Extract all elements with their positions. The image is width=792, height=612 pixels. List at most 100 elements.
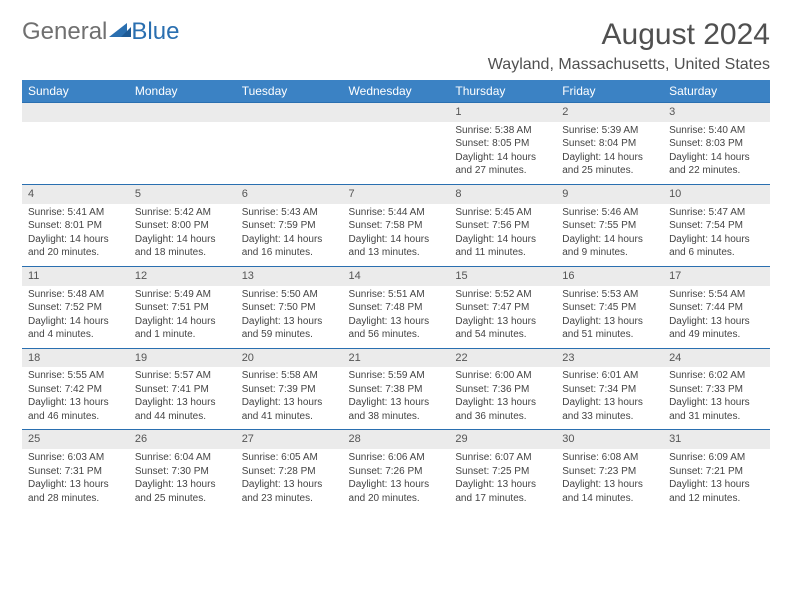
sunset-text: Sunset: 8:05 PM	[455, 137, 550, 151]
sunset-text: Sunset: 8:01 PM	[28, 219, 123, 233]
sunset-text: Sunset: 7:55 PM	[562, 219, 657, 233]
day-number-cell: 2	[556, 103, 663, 122]
daylight-text: Daylight: 14 hours and 18 minutes.	[135, 233, 230, 260]
day-number-cell: 12	[129, 266, 236, 285]
day-info-cell: Sunrise: 6:02 AMSunset: 7:33 PMDaylight:…	[663, 367, 770, 430]
sunrise-text: Sunrise: 6:05 AM	[242, 451, 337, 465]
day-header: Wednesday	[343, 80, 450, 103]
sunset-text: Sunset: 7:48 PM	[349, 301, 444, 315]
day-info-cell: Sunrise: 5:49 AMSunset: 7:51 PMDaylight:…	[129, 286, 236, 349]
day-number-cell: 9	[556, 184, 663, 203]
daynum-row: 18192021222324	[22, 348, 770, 367]
daylight-text: Daylight: 14 hours and 9 minutes.	[562, 233, 657, 260]
day-number-cell: 31	[663, 430, 770, 449]
sunrise-text: Sunrise: 6:03 AM	[28, 451, 123, 465]
sunrise-text: Sunrise: 5:44 AM	[349, 206, 444, 220]
sunset-text: Sunset: 7:51 PM	[135, 301, 230, 315]
sunrise-text: Sunrise: 5:51 AM	[349, 288, 444, 302]
day-info-cell: Sunrise: 5:44 AMSunset: 7:58 PMDaylight:…	[343, 204, 450, 267]
sunset-text: Sunset: 7:23 PM	[562, 465, 657, 479]
sunset-text: Sunset: 7:31 PM	[28, 465, 123, 479]
calendar-table: SundayMondayTuesdayWednesdayThursdayFrid…	[22, 80, 770, 511]
sunrise-text: Sunrise: 5:40 AM	[669, 124, 764, 138]
sunset-text: Sunset: 8:04 PM	[562, 137, 657, 151]
daylight-text: Daylight: 13 hours and 41 minutes.	[242, 396, 337, 423]
day-info-cell: Sunrise: 6:07 AMSunset: 7:25 PMDaylight:…	[449, 449, 556, 511]
day-info-cell: Sunrise: 6:08 AMSunset: 7:23 PMDaylight:…	[556, 449, 663, 511]
sunset-text: Sunset: 7:42 PM	[28, 383, 123, 397]
sunset-text: Sunset: 7:58 PM	[349, 219, 444, 233]
day-number-cell: 16	[556, 266, 663, 285]
day-number-cell: 13	[236, 266, 343, 285]
day-info-cell: Sunrise: 6:06 AMSunset: 7:26 PMDaylight:…	[343, 449, 450, 511]
sunset-text: Sunset: 7:33 PM	[669, 383, 764, 397]
day-info-cell: Sunrise: 6:04 AMSunset: 7:30 PMDaylight:…	[129, 449, 236, 511]
day-number-cell: 10	[663, 184, 770, 203]
calendar-body: 1 23 Sunrise: 5:38 AMSunset: 8:05 PMDaylig…	[22, 103, 770, 512]
sunrise-text: Sunrise: 5:43 AM	[242, 206, 337, 220]
daylight-text: Daylight: 13 hours and 51 minutes.	[562, 315, 657, 342]
day-number-cell: 1	[449, 103, 556, 122]
day-info-cell	[22, 122, 129, 185]
sunrise-text: Sunrise: 6:04 AM	[135, 451, 230, 465]
sunset-text: Sunset: 7:36 PM	[455, 383, 550, 397]
daylight-text: Daylight: 14 hours and 25 minutes.	[562, 151, 657, 178]
day-info-cell: Sunrise: 5:45 AMSunset: 7:56 PMDaylight:…	[449, 204, 556, 267]
day-info-cell: Sunrise: 5:43 AMSunset: 7:59 PMDaylight:…	[236, 204, 343, 267]
day-number-cell: 15	[449, 266, 556, 285]
day-info-cell: Sunrise: 5:40 AMSunset: 8:03 PMDaylight:…	[663, 122, 770, 185]
sunset-text: Sunset: 7:44 PM	[669, 301, 764, 315]
sunrise-text: Sunrise: 6:02 AM	[669, 369, 764, 383]
info-row: Sunrise: 5:38 AMSunset: 8:05 PMDaylight:…	[22, 122, 770, 185]
day-header: Tuesday	[236, 80, 343, 103]
sunset-text: Sunset: 7:50 PM	[242, 301, 337, 315]
sunset-text: Sunset: 7:21 PM	[669, 465, 764, 479]
sunset-text: Sunset: 7:34 PM	[562, 383, 657, 397]
day-info-cell: Sunrise: 5:46 AMSunset: 7:55 PMDaylight:…	[556, 204, 663, 267]
day-number-cell: 8	[449, 184, 556, 203]
day-info-cell: Sunrise: 5:52 AMSunset: 7:47 PMDaylight:…	[449, 286, 556, 349]
sunrise-text: Sunrise: 5:55 AM	[28, 369, 123, 383]
logo-text-2: Blue	[131, 18, 179, 46]
header: GeneralBlue August 2024 Wayland, Massach…	[22, 18, 770, 74]
sunset-text: Sunset: 7:38 PM	[349, 383, 444, 397]
daylight-text: Daylight: 13 hours and 12 minutes.	[669, 478, 764, 505]
day-info-cell: Sunrise: 5:54 AMSunset: 7:44 PMDaylight:…	[663, 286, 770, 349]
sunrise-text: Sunrise: 5:39 AM	[562, 124, 657, 138]
day-number-cell: 6	[236, 184, 343, 203]
info-row: Sunrise: 5:48 AMSunset: 7:52 PMDaylight:…	[22, 286, 770, 349]
sunset-text: Sunset: 7:56 PM	[455, 219, 550, 233]
logo-text-1: General	[22, 18, 107, 46]
day-number-cell: 28	[343, 430, 450, 449]
day-number-cell: 23	[556, 348, 663, 367]
sunrise-text: Sunrise: 5:50 AM	[242, 288, 337, 302]
daylight-text: Daylight: 14 hours and 13 minutes.	[349, 233, 444, 260]
sunrise-text: Sunrise: 6:01 AM	[562, 369, 657, 383]
sunset-text: Sunset: 8:03 PM	[669, 137, 764, 151]
day-info-cell: Sunrise: 6:00 AMSunset: 7:36 PMDaylight:…	[449, 367, 556, 430]
sunrise-text: Sunrise: 5:41 AM	[28, 206, 123, 220]
day-number-cell: 29	[449, 430, 556, 449]
daylight-text: Daylight: 13 hours and 59 minutes.	[242, 315, 337, 342]
day-info-cell: Sunrise: 6:09 AMSunset: 7:21 PMDaylight:…	[663, 449, 770, 511]
day-info-cell	[236, 122, 343, 185]
sunset-text: Sunset: 7:26 PM	[349, 465, 444, 479]
sunset-text: Sunset: 7:39 PM	[242, 383, 337, 397]
daynum-row: 11121314151617	[22, 266, 770, 285]
daylight-text: Daylight: 13 hours and 54 minutes.	[455, 315, 550, 342]
day-info-cell: Sunrise: 6:01 AMSunset: 7:34 PMDaylight:…	[556, 367, 663, 430]
day-info-cell: Sunrise: 5:57 AMSunset: 7:41 PMDaylight:…	[129, 367, 236, 430]
day-info-cell: Sunrise: 5:55 AMSunset: 7:42 PMDaylight:…	[22, 367, 129, 430]
day-info-cell: Sunrise: 6:05 AMSunset: 7:28 PMDaylight:…	[236, 449, 343, 511]
day-info-cell: Sunrise: 5:59 AMSunset: 7:38 PMDaylight:…	[343, 367, 450, 430]
daylight-text: Daylight: 14 hours and 11 minutes.	[455, 233, 550, 260]
day-info-cell	[129, 122, 236, 185]
sunrise-text: Sunrise: 5:53 AM	[562, 288, 657, 302]
day-header: Thursday	[449, 80, 556, 103]
day-info-cell: Sunrise: 5:50 AMSunset: 7:50 PMDaylight:…	[236, 286, 343, 349]
sunrise-text: Sunrise: 6:08 AM	[562, 451, 657, 465]
sunrise-text: Sunrise: 5:49 AM	[135, 288, 230, 302]
daylight-text: Daylight: 13 hours and 44 minutes.	[135, 396, 230, 423]
logo-icon	[109, 18, 131, 46]
day-number-cell: 26	[129, 430, 236, 449]
